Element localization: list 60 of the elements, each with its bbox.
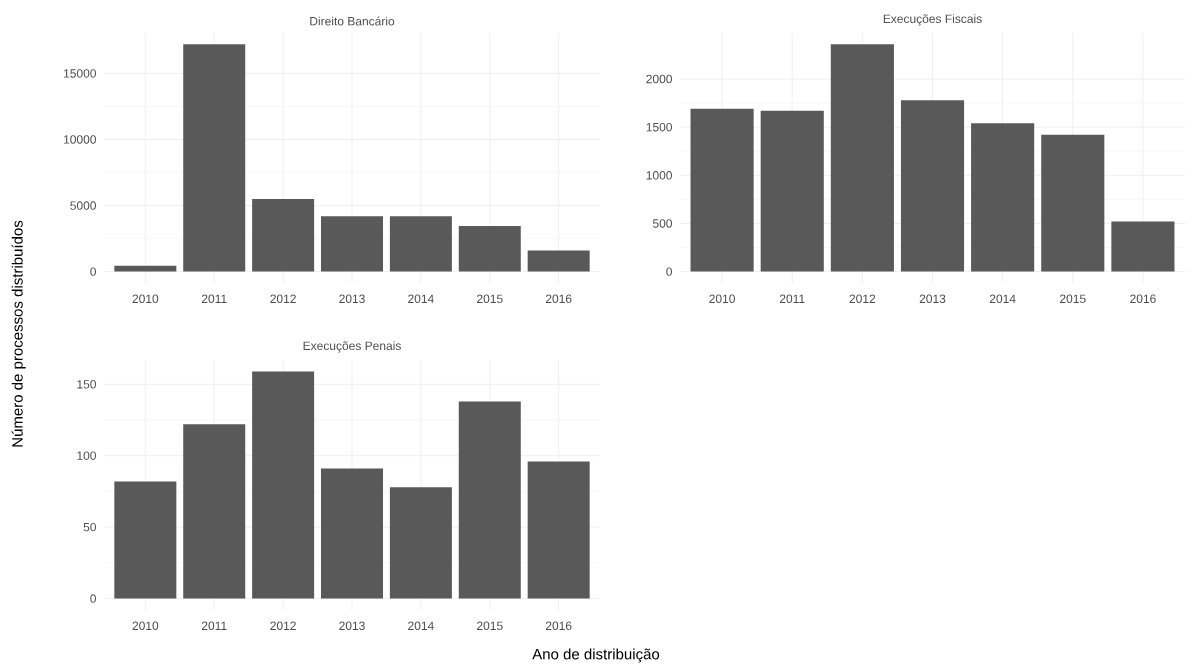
bar (321, 468, 384, 599)
x-tick-label: 2016 (545, 621, 572, 631)
bar (389, 487, 452, 599)
x-tick-label: 2011 (779, 294, 805, 304)
y-tick-label: 2000 (646, 74, 672, 84)
x-tick-label: 2012 (849, 294, 876, 304)
bar (114, 481, 177, 599)
bar (900, 100, 965, 272)
bar (183, 44, 246, 272)
y-tick-label: 100 (77, 451, 97, 460)
bar (1041, 134, 1105, 272)
x-tick-label: 2011 (201, 294, 227, 304)
bar (690, 108, 754, 272)
y-tick-label: 0 (90, 594, 97, 603)
x-tick-label: 2013 (339, 621, 365, 631)
y-tick-label: 50 (83, 522, 97, 532)
x-tick-label: 2010 (132, 621, 159, 631)
y-tick-label: 15000 (64, 69, 96, 78)
bar (971, 123, 1035, 272)
bar (252, 371, 315, 599)
bar (1111, 221, 1175, 272)
x-tick-label: 2010 (709, 294, 735, 304)
bar (183, 424, 246, 599)
chart-title: Execuções Penais (303, 341, 401, 353)
y-tick-label: 5000 (70, 201, 97, 210)
y-tick-label: 150 (77, 380, 97, 389)
y-tick-label: 10000 (64, 135, 96, 144)
chart-title: Execuções Fiscais (883, 14, 982, 26)
y-tick-label: 1500 (646, 122, 672, 132)
chart-title: Direito Bancário (310, 16, 395, 26)
bar (527, 250, 590, 272)
bar (830, 44, 894, 272)
y-tick-label: 0 (666, 267, 673, 276)
x-tick-label: 2015 (477, 621, 503, 631)
bar (321, 216, 384, 272)
y-tick-label: 0 (90, 267, 97, 276)
x-tick-label: 2013 (339, 294, 365, 304)
x-tick-label: 2014 (408, 294, 434, 304)
bar (252, 198, 315, 272)
x-axis-title: Ano de distribuição (532, 648, 660, 663)
x-tick-label: 2014 (408, 621, 434, 631)
x-tick-label: 2016 (545, 294, 572, 304)
bar (760, 110, 824, 272)
x-tick-label: 2014 (989, 294, 1016, 304)
x-tick-label: 2013 (919, 294, 946, 304)
x-tick-label: 2010 (132, 294, 159, 304)
bar (458, 401, 521, 599)
bar (458, 226, 521, 272)
x-tick-label: 2016 (1130, 294, 1156, 304)
bar (389, 216, 452, 272)
x-tick-label: 2012 (270, 294, 296, 304)
y-tick-label: 1000 (646, 171, 672, 180)
y-axis-title: Número de processos distribuídos (11, 220, 26, 447)
y-tick-label: 500 (652, 219, 673, 228)
x-tick-label: 2012 (270, 621, 296, 631)
x-tick-label: 2015 (477, 294, 503, 304)
x-tick-label: 2011 (201, 621, 227, 631)
bar (527, 461, 590, 599)
x-tick-label: 2015 (1060, 294, 1086, 304)
bar (114, 265, 177, 272)
